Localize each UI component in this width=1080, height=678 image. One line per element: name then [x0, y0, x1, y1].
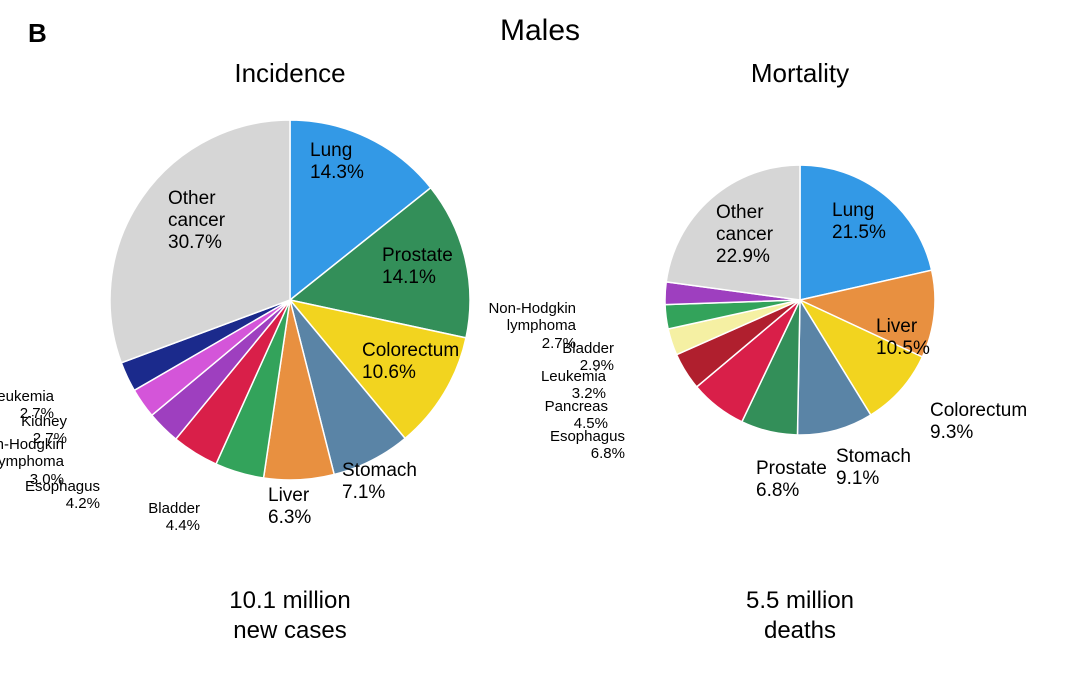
mortality-label-stomach: Stomach9.1% [836, 446, 911, 490]
incidence-label-lung: Lung14.3% [310, 140, 364, 184]
incidence-title: Incidence [170, 58, 410, 89]
mortality-label-colorectum: Colorectum9.3% [930, 400, 1027, 444]
mortality-label-other: Othercancer22.9% [716, 202, 773, 268]
incidence-label-liver: Liver6.3% [268, 485, 311, 529]
mortality-label-pancreas: Pancreas4.5% [545, 398, 608, 433]
mortality-label-liver: Liver10.5% [876, 316, 930, 360]
mortality-title: Mortality [680, 58, 920, 89]
mortality-label-prostate: Prostate6.8% [756, 458, 827, 502]
incidence-label-bladder: Bladder4.4% [148, 500, 200, 535]
mortality-label-nonhodgkin: Non-Hodgkinlymphoma2.7% [488, 300, 576, 352]
mortality-label-esophagus: Esophagus6.8% [550, 428, 625, 463]
incidence-label-stomach: Stomach7.1% [342, 460, 417, 504]
incidence-label-leukemia: Leukemia2.7% [0, 388, 54, 423]
incidence-label-other: Othercancer30.7% [168, 188, 225, 254]
mortality-pie [665, 165, 935, 435]
incidence-pie [110, 120, 470, 480]
mortality-caption: 5.5 milliondeaths [650, 586, 950, 646]
incidence-caption: 10.1 millionnew cases [140, 586, 440, 646]
incidence-label-prostate: Prostate14.1% [382, 245, 453, 289]
incidence-label-colorectum: Colorectum10.6% [362, 340, 459, 384]
mortality-label-lung: Lung21.5% [832, 200, 886, 244]
